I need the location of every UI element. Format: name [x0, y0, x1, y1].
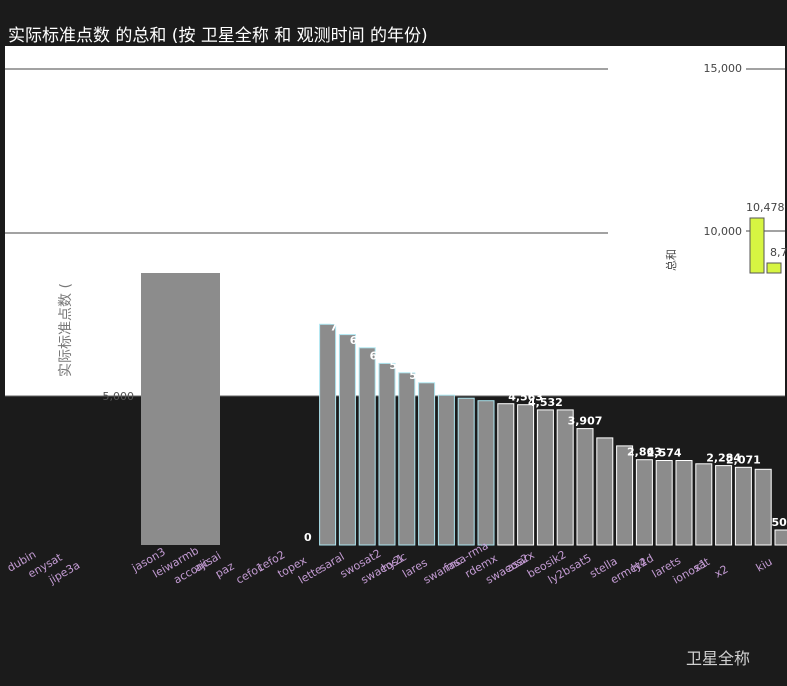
inset-value-label-1: 10,478 [746, 201, 785, 214]
bar-23 [635, 459, 653, 546]
bar-27 [715, 465, 733, 546]
bar-15 [477, 400, 495, 546]
bar-11 [398, 372, 416, 546]
category-label-34: x2 [712, 563, 730, 581]
plot-area-upper [5, 46, 785, 271]
y-tick-5000: 5,000 [103, 390, 135, 403]
bar-26 [695, 463, 713, 546]
inset-tick-15000: 15,000 [704, 62, 743, 75]
inset-tick-10000: 10,000 [704, 225, 743, 238]
value-label-27: 2,284 [706, 452, 741, 465]
bar-13 [437, 394, 455, 546]
x-axis-title: 卫星全称 [686, 649, 750, 668]
bar-22 [616, 445, 634, 546]
value-label-30: 504 [772, 516, 787, 529]
bar-19 [556, 409, 574, 546]
bar-18 [536, 409, 554, 546]
bar-16 [497, 403, 515, 546]
bar-12 [418, 382, 436, 546]
bar-25 [675, 460, 693, 546]
bar-28 [734, 466, 752, 546]
category-label-33: x1 [691, 557, 709, 575]
value-label-12: 5,443 [409, 369, 444, 382]
chart-title: 实际标准点数 的总和 (按 卫星全称 和 观测时间 的年份) [8, 26, 428, 46]
bar-17 [517, 404, 535, 546]
value-label-9: 6,616 [350, 334, 385, 347]
bar-block-left [141, 273, 182, 545]
value-label-24: 2,574 [647, 447, 682, 460]
inset-bar-1 [749, 217, 765, 274]
value-label-10: 6,093 [370, 349, 405, 362]
bar-7 [319, 323, 337, 546]
value-label-7: 7,405 [310, 310, 345, 323]
bar-21 [596, 437, 614, 546]
bar-14 [457, 397, 475, 546]
bar-30 [774, 529, 787, 546]
value-label-28: 2,071 [726, 453, 761, 466]
bar-series [319, 323, 787, 546]
inset-bar-2 [766, 262, 782, 274]
inset-y-axis-title: 总和 [664, 249, 678, 271]
y-axis-title: 实际标准点数 ( [58, 283, 74, 377]
plot-area-mid [220, 271, 785, 396]
bar-8 [338, 334, 356, 546]
value-label-18: 4,532 [528, 396, 563, 409]
value-label-23: 2,863 [627, 446, 662, 459]
inset-value-label-2: 8,708 [770, 246, 787, 259]
value-label-11: 5,777 [389, 359, 424, 372]
value-label-8: 7,062 [330, 321, 365, 334]
bar-block-right [182, 273, 220, 545]
value-label-17: 4,563 [508, 391, 543, 404]
bar-20 [576, 428, 594, 546]
value-label-6: 0 [304, 531, 312, 544]
bar-10 [378, 362, 396, 546]
bar-24 [655, 460, 673, 546]
bar-9 [358, 347, 376, 546]
value-label-20: 3,907 [568, 415, 603, 428]
bar-29 [754, 468, 772, 546]
value-label-14: 4,748 [449, 384, 484, 397]
